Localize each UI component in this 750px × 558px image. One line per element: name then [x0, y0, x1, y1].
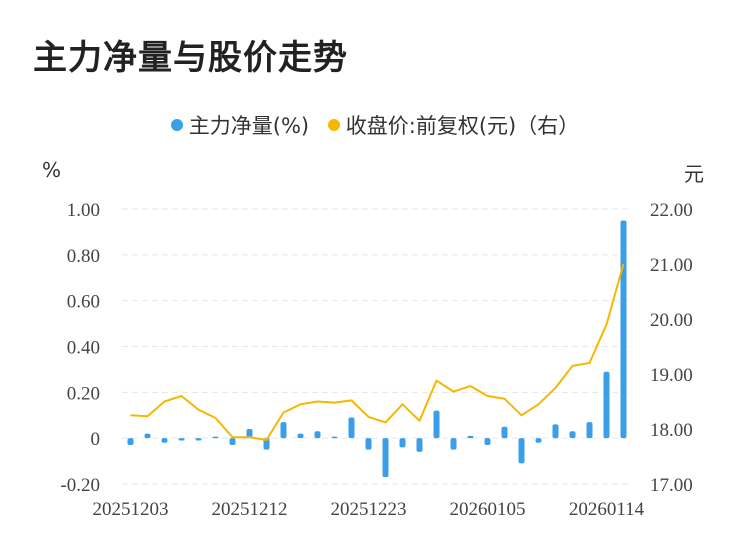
bar	[433, 410, 440, 439]
left-tick-label: 0.80	[67, 246, 100, 267]
bar	[569, 431, 576, 439]
left-axis-unit: %	[42, 158, 62, 182]
bar	[484, 438, 491, 446]
bar	[603, 371, 610, 439]
legend-label-bar: 主力净量(%)	[188, 114, 310, 138]
left-tick-label: 0.60	[67, 292, 100, 313]
bar	[297, 433, 304, 439]
bar	[212, 436, 219, 439]
legend-dot-bar	[170, 119, 183, 131]
bar	[195, 438, 202, 441]
bar	[331, 436, 338, 439]
bar	[127, 438, 134, 446]
right-tick-label: 17.00	[650, 475, 693, 496]
right-tick-label: 21.00	[650, 255, 693, 276]
left-tick-label: 0.40	[67, 338, 100, 359]
right-tick-label: 18.00	[650, 420, 693, 441]
left-tick-label: 0	[91, 429, 101, 450]
chart-title: 主力净量与股价走势	[33, 38, 348, 78]
bar	[586, 422, 593, 439]
bar	[535, 438, 542, 443]
bar	[161, 438, 168, 443]
bar	[382, 438, 389, 478]
bar	[399, 438, 406, 448]
bar	[280, 422, 287, 439]
bar	[450, 438, 457, 450]
bar	[246, 429, 253, 439]
x-tick-label: 20251223	[331, 499, 407, 520]
x-tick-label: 20260114	[569, 499, 645, 520]
bar	[314, 431, 321, 439]
bar	[178, 438, 185, 441]
legend-item-bar[interactable]: 主力净量(%)	[170, 110, 310, 140]
legend-label-line: 收盘价:前复权(元)（右）	[345, 114, 580, 138]
bar	[144, 433, 151, 439]
left-tick-label: 1.00	[67, 200, 100, 221]
price-line	[130, 263, 625, 441]
legend-dot-line	[327, 119, 340, 131]
x-tick-label: 20251212	[212, 499, 288, 520]
legend: 主力净量(%) 收盘价:前复权(元)（右）	[0, 110, 750, 140]
bar	[263, 438, 270, 450]
bar	[518, 438, 525, 464]
bar	[365, 438, 372, 450]
x-tick-label: 20251203	[93, 499, 169, 520]
bar	[620, 220, 627, 439]
bar	[467, 435, 474, 439]
right-tick-label: 19.00	[650, 365, 693, 386]
bar	[552, 424, 559, 439]
bar	[229, 438, 236, 446]
left-tick-label: 0.20	[67, 383, 100, 404]
x-tick-label: 20260105	[450, 499, 526, 520]
legend-item-line[interactable]: 收盘价:前复权(元)（右）	[327, 110, 580, 140]
right-tick-label: 20.00	[650, 310, 693, 331]
bar	[501, 426, 508, 439]
left-tick-label: -0.20	[60, 475, 100, 496]
right-axis-unit: 元	[684, 162, 704, 186]
bar	[348, 417, 355, 439]
bar	[416, 438, 423, 452]
right-tick-label: 22.00	[650, 200, 693, 221]
